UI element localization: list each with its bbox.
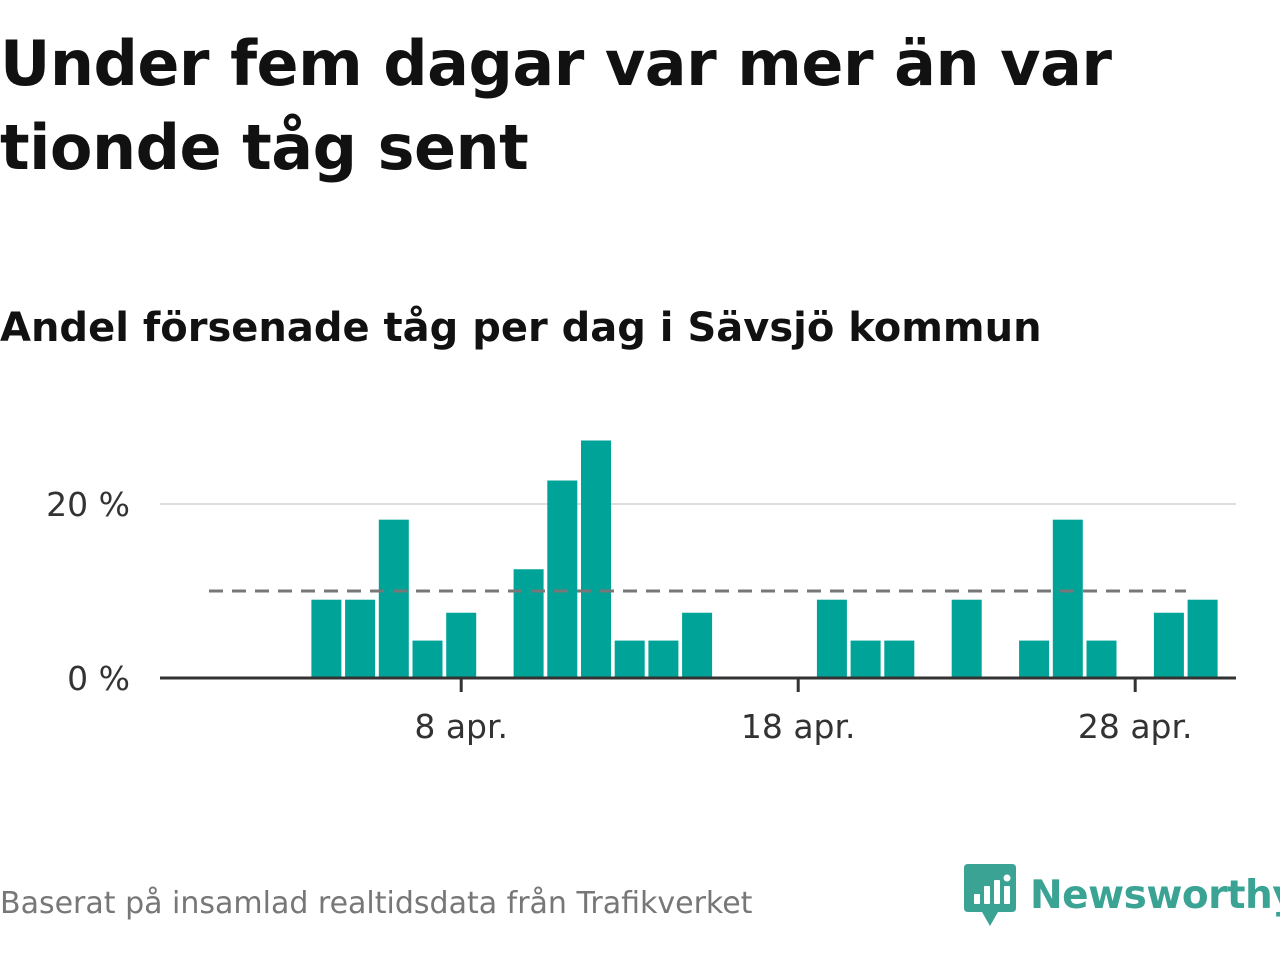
x-tick-label: 18 apr. [741, 707, 856, 746]
bar [1086, 640, 1117, 678]
bar [311, 599, 342, 678]
bar [884, 640, 915, 678]
x-tick-label: 28 apr. [1078, 707, 1193, 746]
bar [581, 440, 611, 678]
bar-chart: 0 % 20 % 8 apr. 18 apr. 28 apr. [46, 440, 1236, 746]
source-note: Baserat på insamlad realtidsdata från Tr… [0, 886, 753, 921]
y-tick-label: 20 % [46, 485, 130, 524]
axes: 0 % 20 % 8 apr. 18 apr. 28 apr. [46, 485, 1236, 746]
bar [614, 640, 645, 678]
bar [1187, 599, 1218, 678]
brand-name: Newsworthy [1030, 872, 1280, 918]
bar [1153, 612, 1184, 678]
bar [951, 599, 982, 678]
brand-logo: Newsworthy [964, 862, 1280, 928]
bar [816, 599, 847, 678]
bars [311, 440, 1218, 678]
y-tick-label: 0 % [67, 659, 130, 698]
bar [412, 640, 443, 678]
bar [1052, 519, 1083, 678]
bar [547, 480, 578, 678]
bar [446, 612, 477, 678]
bar [1019, 640, 1050, 678]
bar [850, 640, 881, 678]
bar [513, 569, 544, 678]
bar [378, 519, 409, 678]
newsworthy-logo-icon [964, 864, 1016, 926]
chart-subtitle: Andel försenade tåg per dag i Sävsjö kom… [0, 305, 1042, 351]
chart-title: Under fem dagar var mer än var tionde tå… [0, 27, 1112, 184]
bar [345, 599, 376, 678]
x-tick-label: 8 apr. [414, 707, 508, 746]
bar [682, 612, 713, 678]
bar [648, 640, 679, 678]
